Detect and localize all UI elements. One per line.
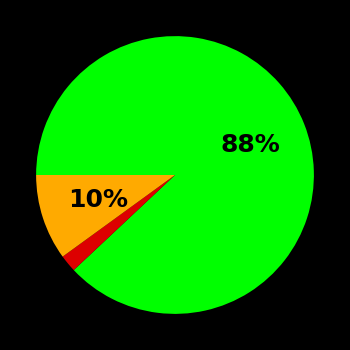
Text: 88%: 88% bbox=[220, 133, 280, 158]
Wedge shape bbox=[63, 175, 175, 270]
Wedge shape bbox=[36, 175, 175, 257]
Text: 10%: 10% bbox=[68, 188, 128, 212]
Wedge shape bbox=[36, 36, 314, 314]
